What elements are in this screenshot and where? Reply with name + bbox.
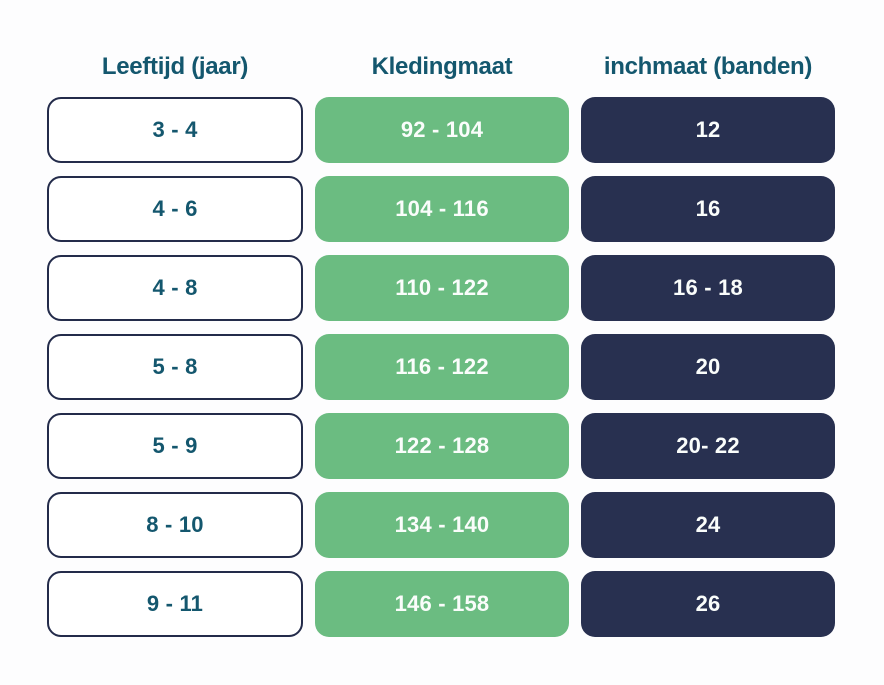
- age-range-pill: 5 - 8: [47, 334, 303, 400]
- inch-size-pill: 12: [581, 97, 835, 163]
- clothing-size-pill: 104 - 116: [315, 176, 569, 242]
- age-range-pill: 5 - 9: [47, 413, 303, 479]
- clothing-size-pill: 146 - 158: [315, 571, 569, 637]
- inch-size-pill: 20: [581, 334, 835, 400]
- clothing-size-pill: 134 - 140: [315, 492, 569, 558]
- column-header-inch: inchmaat (banden): [603, 53, 813, 80]
- column-header-age: Leeftijd (jaar): [101, 53, 249, 80]
- age-range-pill: 8 - 10: [47, 492, 303, 558]
- column-header-clothing: Kledingmaat: [371, 53, 513, 80]
- age-range-pill: 9 - 11: [47, 571, 303, 637]
- age-range-pill: 4 - 6: [47, 176, 303, 242]
- clothing-size-pill: 110 - 122: [315, 255, 569, 321]
- inch-size-pill: 26: [581, 571, 835, 637]
- age-range-pill: 3 - 4: [47, 97, 303, 163]
- inch-size-pill: 20- 22: [581, 413, 835, 479]
- inch-size-pill: 16: [581, 176, 835, 242]
- clothing-size-pill: 122 - 128: [315, 413, 569, 479]
- inch-size-pill: 16 - 18: [581, 255, 835, 321]
- clothing-size-pill: 92 - 104: [315, 97, 569, 163]
- clothing-size-pill: 116 - 122: [315, 334, 569, 400]
- inch-size-pill: 24: [581, 492, 835, 558]
- age-range-pill: 4 - 8: [47, 255, 303, 321]
